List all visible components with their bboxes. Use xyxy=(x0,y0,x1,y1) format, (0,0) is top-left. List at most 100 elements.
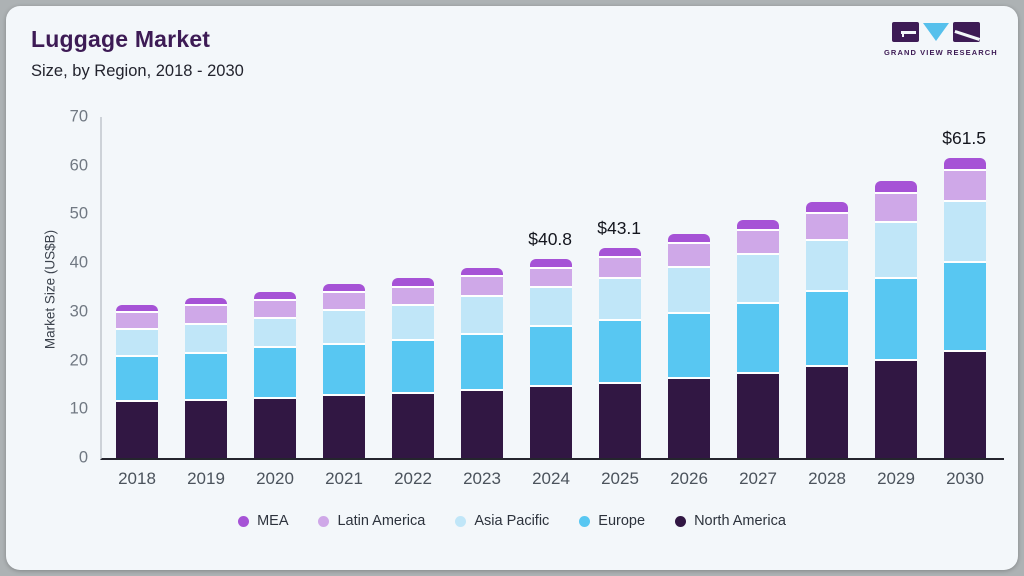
bar-slot-2028: 2028 xyxy=(806,117,848,488)
segment-europe-2029 xyxy=(875,278,917,362)
segment-europe-2025 xyxy=(599,320,641,384)
stacked-bar-2022 xyxy=(392,277,434,458)
y-tick-40: 40 xyxy=(69,253,88,272)
bar-slot-2024: $40.8 2024 xyxy=(528,117,573,488)
segment-asia-pacific-2027 xyxy=(737,254,779,305)
segment-asia-pacific-2026 xyxy=(668,268,710,314)
segment-north-america-2028 xyxy=(806,367,848,458)
stacked-bar-2023 xyxy=(461,268,503,458)
x-tick-2020: 2020 xyxy=(256,469,294,488)
bar-slot-2022: 2022 xyxy=(392,117,434,488)
y-tick-30: 30 xyxy=(69,302,88,321)
legend-item-mea: MEA xyxy=(238,513,288,529)
segment-north-america-2019 xyxy=(185,400,227,458)
value-label-2025: $43.1 xyxy=(597,218,642,239)
legend-dot-icon xyxy=(318,515,330,527)
segment-asia-pacific-2028 xyxy=(806,241,848,292)
segment-latin-america-2029 xyxy=(875,193,917,223)
segment-asia-pacific-2022 xyxy=(392,305,434,341)
stacked-bar-2018 xyxy=(116,305,158,458)
y-tick-10: 10 xyxy=(69,399,88,418)
segment-asia-pacific-2023 xyxy=(461,297,503,336)
segment-europe-2019 xyxy=(185,353,227,401)
stacked-bar-2019 xyxy=(185,298,227,458)
segment-europe-2026 xyxy=(668,313,710,379)
segment-mea-2021 xyxy=(323,284,365,294)
stacked-bar-2025 xyxy=(599,248,641,458)
bar-slot-2019: 2019 xyxy=(185,117,227,488)
segment-europe-2027 xyxy=(737,304,779,375)
segment-asia-pacific-2021 xyxy=(323,311,365,346)
gvr-logo-icon xyxy=(884,22,988,44)
bar-slot-2025: $43.1 2025 xyxy=(597,117,642,488)
bar-slot-2030: $61.5 2030 xyxy=(942,117,986,488)
x-tick-2024: 2024 xyxy=(532,469,570,488)
stacked-bar-2030 xyxy=(944,158,986,458)
segment-north-america-2020 xyxy=(254,398,296,458)
segment-mea-2024 xyxy=(530,259,572,269)
x-tick-2027: 2027 xyxy=(739,469,777,488)
segment-asia-pacific-2029 xyxy=(875,222,917,279)
segment-latin-america-2025 xyxy=(599,257,641,279)
legend-label: Latin America xyxy=(337,513,426,529)
segment-latin-america-2023 xyxy=(461,277,503,298)
segment-europe-2024 xyxy=(530,326,572,388)
logo-letter-g xyxy=(892,22,919,42)
x-tick-2025: 2025 xyxy=(601,469,639,488)
segment-mea-2019 xyxy=(185,298,227,307)
segment-mea-2023 xyxy=(461,268,503,278)
segment-north-america-2025 xyxy=(599,383,641,458)
segment-latin-america-2026 xyxy=(668,244,710,269)
segment-latin-america-2019 xyxy=(185,306,227,325)
bar-slot-2021: 2021 xyxy=(323,117,365,488)
value-label-2024: $40.8 xyxy=(528,229,573,250)
logo-letter-r xyxy=(953,22,980,42)
bar-slot-2029: 2029 xyxy=(875,117,917,488)
legend-item-europe: Europe xyxy=(579,513,645,529)
segment-asia-pacific-2024 xyxy=(530,288,572,327)
segment-mea-2030 xyxy=(944,158,986,172)
stacked-bar-2027 xyxy=(737,219,779,458)
segment-europe-2020 xyxy=(254,347,296,399)
segment-asia-pacific-2025 xyxy=(599,278,641,321)
segment-latin-america-2018 xyxy=(116,312,158,330)
x-tick-2030: 2030 xyxy=(946,469,984,488)
x-tick-2029: 2029 xyxy=(877,469,915,488)
segment-north-america-2022 xyxy=(392,394,434,458)
segment-north-america-2018 xyxy=(116,402,158,458)
legend-label: Asia Pacific xyxy=(474,513,550,529)
segment-north-america-2023 xyxy=(461,390,503,458)
legend-item-latin-america: Latin America xyxy=(318,513,425,529)
segment-asia-pacific-2018 xyxy=(116,329,158,358)
segment-north-america-2029 xyxy=(875,361,917,458)
stacked-bar-2026 xyxy=(668,234,710,458)
legend-dot-icon xyxy=(675,515,687,527)
segment-mea-2022 xyxy=(392,277,434,288)
segment-mea-2020 xyxy=(254,291,296,302)
y-tick-50: 50 xyxy=(69,204,88,223)
bar-series-container: 2018 2019 2020 2021 2022 2023 $40.8 2024 $43.1 20… xyxy=(102,117,1004,488)
x-tick-2023: 2023 xyxy=(463,469,501,488)
y-tick-70: 70 xyxy=(69,107,88,126)
bar-slot-2020: 2020 xyxy=(254,117,296,488)
bar-slot-2026: 2026 xyxy=(668,117,710,488)
x-tick-2028: 2028 xyxy=(808,469,846,488)
segment-asia-pacific-2019 xyxy=(185,324,227,354)
legend: MEA Latin America Asia Pacific Europe North … xyxy=(6,513,1018,529)
x-tick-2018: 2018 xyxy=(118,469,156,488)
stacked-bar-2028 xyxy=(806,202,848,458)
segment-latin-america-2021 xyxy=(323,293,365,312)
segment-asia-pacific-2030 xyxy=(944,201,986,264)
chart-card: Luggage Market Size, by Region, 2018 - 2… xyxy=(6,6,1018,570)
legend-item-north-america: North America xyxy=(675,513,786,529)
x-tick-2019: 2019 xyxy=(187,469,225,488)
x-tick-2021: 2021 xyxy=(325,469,363,488)
segment-north-america-2024 xyxy=(530,387,572,458)
logo-letter-v-triangle-icon xyxy=(923,23,949,41)
stacked-bar-2029 xyxy=(875,180,917,458)
segment-mea-2028 xyxy=(806,202,848,214)
segment-latin-america-2027 xyxy=(737,230,779,255)
y-tick-60: 60 xyxy=(69,156,88,175)
stacked-bar-2024 xyxy=(530,259,572,458)
grand-view-research-logo: GRAND VIEW RESEARCH xyxy=(884,22,997,57)
